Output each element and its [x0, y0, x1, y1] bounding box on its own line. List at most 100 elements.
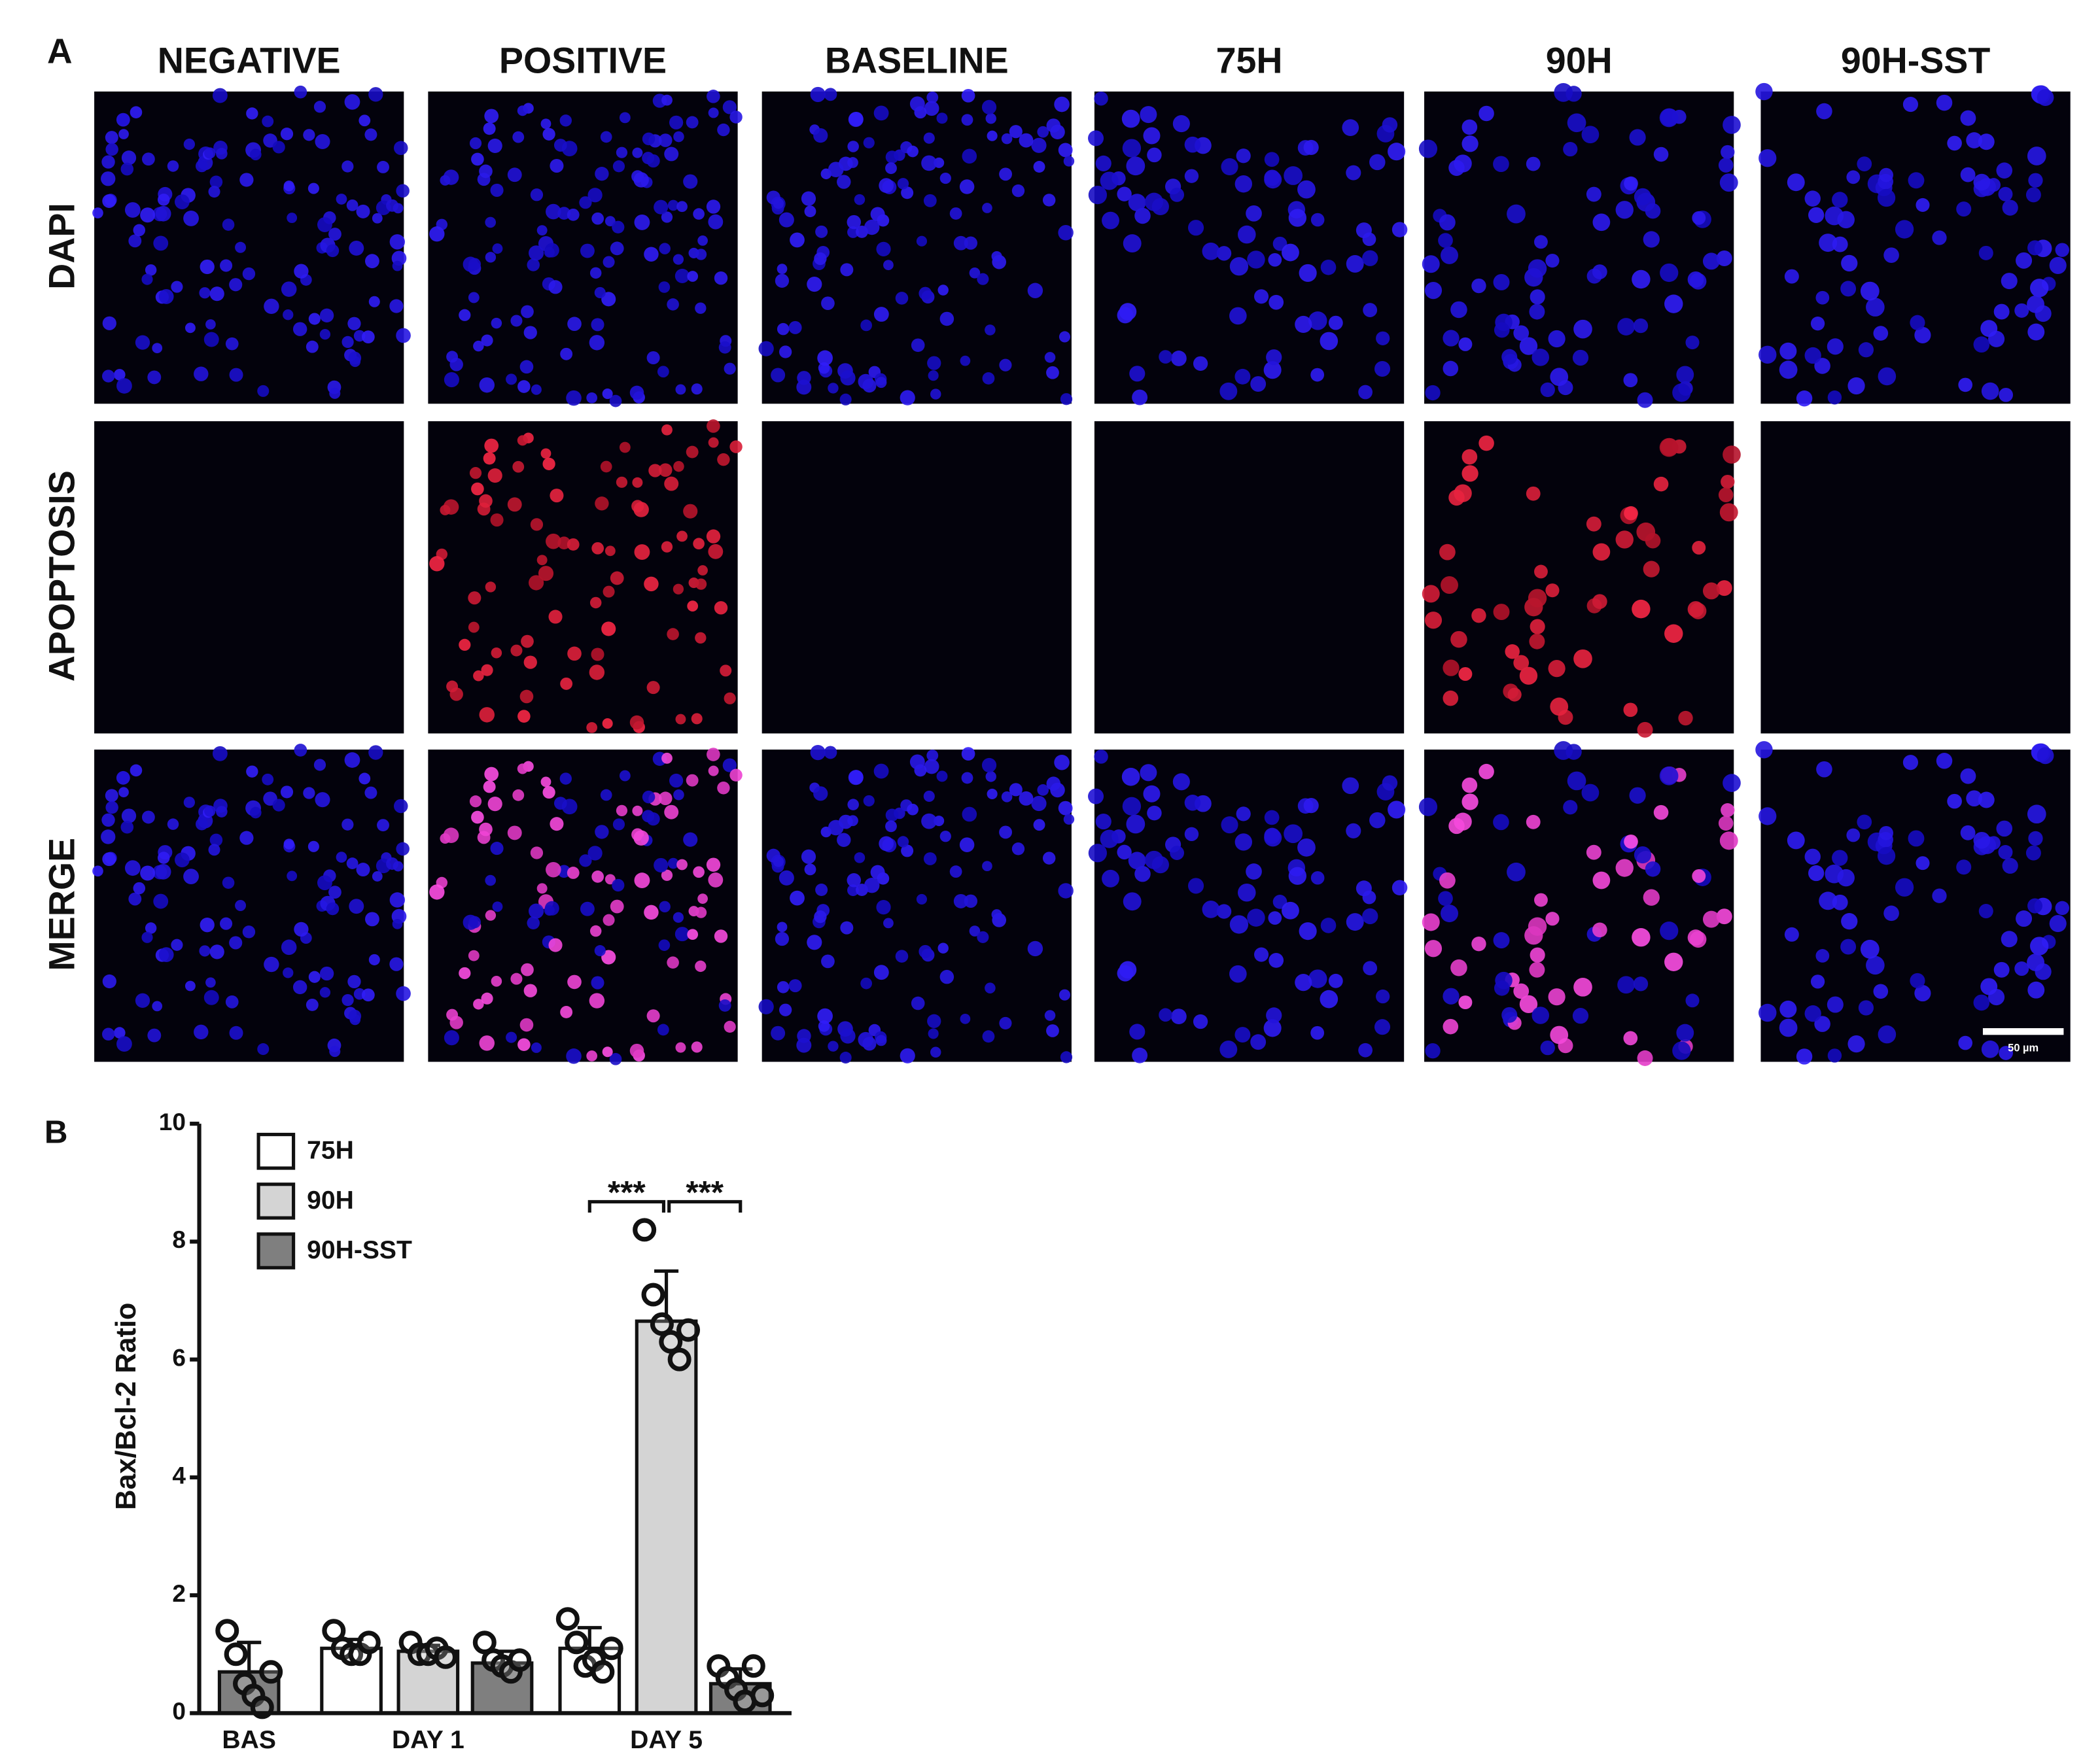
nucleus: [619, 441, 631, 453]
data-point: [555, 1607, 580, 1631]
nucleus: [1702, 910, 1720, 928]
nucleus: [225, 995, 239, 1009]
nucleus: [801, 849, 816, 864]
nucleus: [1804, 848, 1821, 865]
nucleus: [916, 235, 928, 247]
nucleus: [2027, 240, 2043, 256]
nucleus: [953, 893, 968, 908]
nucleus: [1128, 194, 1146, 212]
micrograph-background: [1094, 750, 1405, 1062]
nucleus: [1328, 973, 1343, 988]
nucleus: [1264, 810, 1280, 825]
nucleus: [490, 183, 504, 197]
nucleus: [294, 85, 307, 99]
nucleus: [1297, 180, 1316, 199]
nucleus: [1170, 351, 1187, 366]
nucleus: [567, 975, 582, 990]
nucleus: [1422, 255, 1440, 273]
nucleus: [567, 208, 580, 221]
nucleus: [991, 250, 1002, 262]
nucleus: [1759, 149, 1777, 167]
nucleus: [368, 296, 380, 307]
nucleus: [471, 482, 484, 496]
nucleus: [281, 939, 297, 956]
nucleus: [603, 256, 615, 268]
y-tick-label: 10: [159, 1108, 186, 1135]
nucleus: [487, 797, 502, 812]
nucleus: [1094, 750, 1108, 764]
nucleus: [229, 1026, 243, 1040]
nucleus: [229, 278, 243, 292]
nucleus: [691, 1041, 703, 1053]
nucleus: [1247, 908, 1265, 927]
nucleus: [1759, 807, 1777, 825]
micrograph: [428, 419, 743, 734]
micrograph: [428, 748, 743, 1065]
nucleus: [1295, 315, 1312, 334]
nucleus: [602, 388, 613, 400]
nucleus: [1011, 184, 1025, 198]
nucleus: [372, 871, 383, 882]
nucleus: [1632, 927, 1651, 947]
nucleus: [469, 137, 482, 150]
nucleus: [479, 1035, 495, 1051]
nucleus: [1534, 235, 1548, 249]
nucleus: [873, 307, 889, 322]
nucleus: [840, 263, 854, 277]
nucleus: [225, 337, 239, 351]
nucleus: [152, 1001, 163, 1012]
micrograph: [1760, 421, 2071, 734]
nucleus: [1159, 1008, 1172, 1022]
nucleus: [171, 939, 183, 951]
nucleus: [222, 218, 235, 231]
nucleus: [1443, 988, 1460, 1005]
nucleus: [921, 155, 937, 171]
nucleus: [140, 865, 156, 881]
nucleus: [559, 772, 572, 785]
nucleus: [517, 105, 528, 116]
nucleus: [1530, 619, 1545, 634]
column-label: POSITIVE: [499, 40, 667, 80]
nucleus: [292, 980, 307, 995]
nucleus: [927, 356, 941, 370]
nucleus: [1858, 342, 1874, 358]
nucleus: [804, 863, 816, 876]
nucleus: [837, 175, 851, 189]
nucleus: [529, 575, 544, 591]
nucleus: [1513, 655, 1530, 671]
nucleus: [1966, 790, 1982, 807]
nucleus: [610, 899, 624, 914]
nucleus: [1299, 922, 1317, 940]
nucleus: [523, 655, 537, 669]
nucleus: [346, 857, 359, 869]
nucleus: [1458, 337, 1473, 351]
nucleus: [130, 764, 143, 777]
nucleus: [609, 1052, 622, 1065]
nucleus: [977, 931, 989, 943]
nucleus: [676, 530, 688, 542]
nucleus: [964, 894, 978, 908]
nucleus: [257, 1043, 270, 1056]
nucleus: [389, 892, 405, 908]
nucleus: [1117, 965, 1134, 982]
nucleus: [1879, 167, 1893, 182]
nucleus: [2027, 323, 2045, 341]
nucleus: [1978, 791, 1995, 808]
nucleus: [895, 292, 909, 305]
nucleus: [468, 258, 481, 271]
nucleus: [1827, 996, 1844, 1013]
nucleus: [720, 664, 732, 677]
nucleus: [1238, 883, 1256, 902]
nucleus: [521, 305, 534, 319]
nucleus: [788, 320, 802, 334]
nucleus: [1586, 186, 1601, 202]
nucleus: [814, 252, 827, 266]
nucleus: [667, 298, 679, 311]
nucleus: [1572, 1008, 1589, 1024]
nucleus: [1088, 844, 1108, 863]
nucleus: [876, 899, 891, 915]
nucleus: [212, 88, 228, 103]
nucleus: [1172, 773, 1190, 791]
nucleus: [1755, 741, 1773, 759]
nucleus: [675, 384, 686, 395]
